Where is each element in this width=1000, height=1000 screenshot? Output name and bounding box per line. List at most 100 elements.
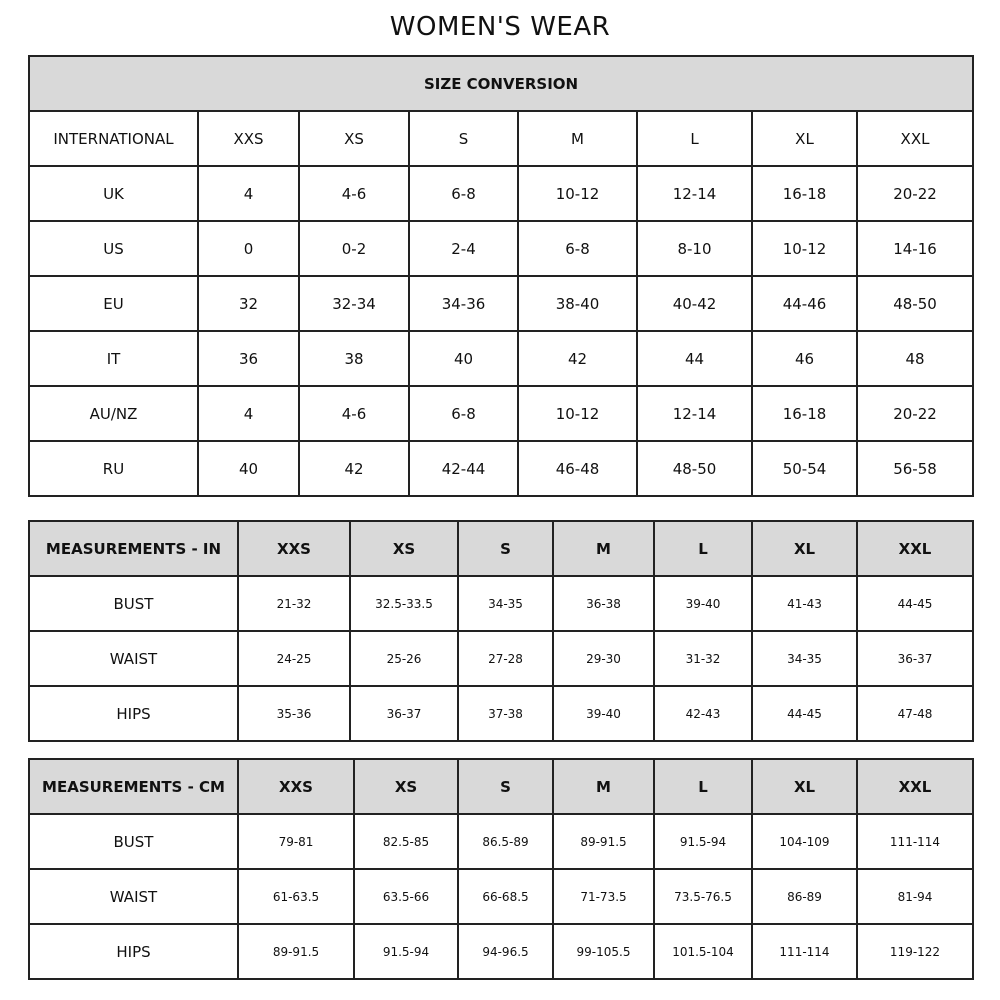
table-row: RU 40 42 42-44 46-48 48-50 50-54 56-58 bbox=[28, 440, 975, 497]
value-cell: 91.5-94 bbox=[353, 923, 459, 980]
row-label: WAIST bbox=[28, 868, 239, 925]
size-header: XS bbox=[353, 758, 459, 815]
size-header: XXS bbox=[237, 520, 351, 577]
value-cell: 39-40 bbox=[552, 685, 655, 742]
value-cell: 89-91.5 bbox=[237, 923, 355, 980]
value-cell: 82.5-85 bbox=[353, 813, 459, 870]
size-header: XXS bbox=[237, 758, 355, 815]
value-cell: 47-48 bbox=[856, 685, 974, 742]
size-header: XXL bbox=[856, 520, 974, 577]
size-header: XXL bbox=[855, 110, 975, 167]
size-header: XXL bbox=[856, 758, 974, 815]
value-cell: 14-16 bbox=[855, 220, 975, 277]
row-label: EU bbox=[28, 275, 199, 332]
table-row: BUST 21-32 32.5-33.5 34-35 36-38 39-40 41-43 44… bbox=[28, 575, 974, 632]
value-cell: 104-109 bbox=[751, 813, 858, 870]
value-cell: 42-44 bbox=[408, 440, 519, 497]
row-header-label: INTERNATIONAL bbox=[28, 110, 199, 167]
value-cell: 39-40 bbox=[653, 575, 753, 632]
value-cell: 20-22 bbox=[855, 165, 975, 222]
value-cell: 46-48 bbox=[517, 440, 638, 497]
value-cell: 6-8 bbox=[408, 165, 519, 222]
row-label: IT bbox=[28, 330, 199, 387]
header-row: INTERNATIONAL XXS XS S M L XL XXL bbox=[28, 110, 975, 167]
value-cell: 48-50 bbox=[855, 275, 975, 332]
value-cell: 4-6 bbox=[298, 165, 410, 222]
value-cell: 48-50 bbox=[636, 440, 753, 497]
value-cell: 4 bbox=[197, 165, 300, 222]
size-header: XXS bbox=[197, 110, 300, 167]
value-cell: 36-38 bbox=[552, 575, 655, 632]
value-cell: 4-6 bbox=[298, 385, 410, 442]
value-cell: 34-35 bbox=[457, 575, 554, 632]
value-cell: 42-43 bbox=[653, 685, 753, 742]
value-cell: 6-8 bbox=[517, 220, 638, 277]
value-cell: 89-91.5 bbox=[552, 813, 655, 870]
size-header: XL bbox=[751, 520, 858, 577]
size-header: S bbox=[457, 758, 554, 815]
header-row: MEASUREMENTS - CM XXS XS S M L XL XXL bbox=[28, 758, 974, 815]
value-cell: 99-105.5 bbox=[552, 923, 655, 980]
table-row: US 0 0-2 2-4 6-8 8-10 10-12 14-16 bbox=[28, 220, 975, 277]
size-conversion-table: SIZE CONVERSION INTERNATIONAL XXS XS S M L XL XX… bbox=[27, 55, 975, 497]
value-cell: 86-89 bbox=[751, 868, 858, 925]
table-row: WAIST 24-25 25-26 27-28 29-30 31-32 34-35 36-37 bbox=[28, 630, 974, 687]
value-cell: 61-63.5 bbox=[237, 868, 355, 925]
value-cell: 79-81 bbox=[237, 813, 355, 870]
value-cell: 42 bbox=[517, 330, 638, 387]
value-cell: 34-35 bbox=[751, 630, 858, 687]
value-cell: 50-54 bbox=[751, 440, 858, 497]
value-cell: 31-32 bbox=[653, 630, 753, 687]
table-row: BUST 79-81 82.5-85 86.5-89 89-91.5 91.5-94 104… bbox=[28, 813, 974, 870]
size-header: M bbox=[517, 110, 638, 167]
table-heading: SIZE CONVERSION bbox=[27, 55, 975, 112]
value-cell: 40-42 bbox=[636, 275, 753, 332]
value-cell: 32.5-33.5 bbox=[349, 575, 459, 632]
size-header: XS bbox=[298, 110, 410, 167]
row-header-label: MEASUREMENTS - IN bbox=[28, 520, 239, 577]
row-label: UK bbox=[28, 165, 199, 222]
row-label: US bbox=[28, 220, 199, 277]
value-cell: 16-18 bbox=[751, 165, 858, 222]
size-header: XL bbox=[751, 758, 858, 815]
value-cell: 44-45 bbox=[751, 685, 858, 742]
value-cell: 37-38 bbox=[457, 685, 554, 742]
table-row: HIPS 89-91.5 91.5-94 94-96.5 99-105.5 101.5-1… bbox=[28, 923, 974, 980]
value-cell: 8-10 bbox=[636, 220, 753, 277]
value-cell: 6-8 bbox=[408, 385, 519, 442]
value-cell: 66-68.5 bbox=[457, 868, 554, 925]
header-row: MEASUREMENTS - IN XXS XS S M L XL XXL bbox=[28, 520, 974, 577]
size-header: XS bbox=[349, 520, 459, 577]
value-cell: 10-12 bbox=[517, 385, 638, 442]
row-label: BUST bbox=[28, 813, 239, 870]
row-label: WAIST bbox=[28, 630, 239, 687]
value-cell: 111-114 bbox=[856, 813, 974, 870]
value-cell: 38 bbox=[298, 330, 410, 387]
value-cell: 101.5-104 bbox=[653, 923, 753, 980]
row-header-label: MEASUREMENTS - CM bbox=[28, 758, 239, 815]
value-cell: 41-43 bbox=[751, 575, 858, 632]
value-cell: 40 bbox=[408, 330, 519, 387]
measurements-in-table: MEASUREMENTS - IN XXS XS S M L XL XXL BUST 21-32 3… bbox=[28, 520, 974, 742]
table-heading-row: SIZE CONVERSION bbox=[27, 55, 975, 112]
value-cell: 73.5-76.5 bbox=[653, 868, 753, 925]
value-cell: 24-25 bbox=[237, 630, 351, 687]
row-label: HIPS bbox=[28, 685, 239, 742]
value-cell: 27-28 bbox=[457, 630, 554, 687]
value-cell: 0-2 bbox=[298, 220, 410, 277]
size-header: L bbox=[653, 758, 753, 815]
value-cell: 38-40 bbox=[517, 275, 638, 332]
value-cell: 94-96.5 bbox=[457, 923, 554, 980]
table-row: HIPS 35-36 36-37 37-38 39-40 42-43 44-45 47-48 bbox=[28, 685, 974, 742]
value-cell: 32-34 bbox=[298, 275, 410, 332]
value-cell: 35-36 bbox=[237, 685, 351, 742]
size-header: M bbox=[552, 520, 655, 577]
value-cell: 48 bbox=[855, 330, 975, 387]
value-cell: 36 bbox=[197, 330, 300, 387]
table-row: UK 4 4-6 6-8 10-12 12-14 16-18 20-22 bbox=[28, 165, 975, 222]
value-cell: 40 bbox=[197, 440, 300, 497]
value-cell: 111-114 bbox=[751, 923, 858, 980]
value-cell: 44-46 bbox=[751, 275, 858, 332]
value-cell: 36-37 bbox=[349, 685, 459, 742]
size-header: S bbox=[408, 110, 519, 167]
